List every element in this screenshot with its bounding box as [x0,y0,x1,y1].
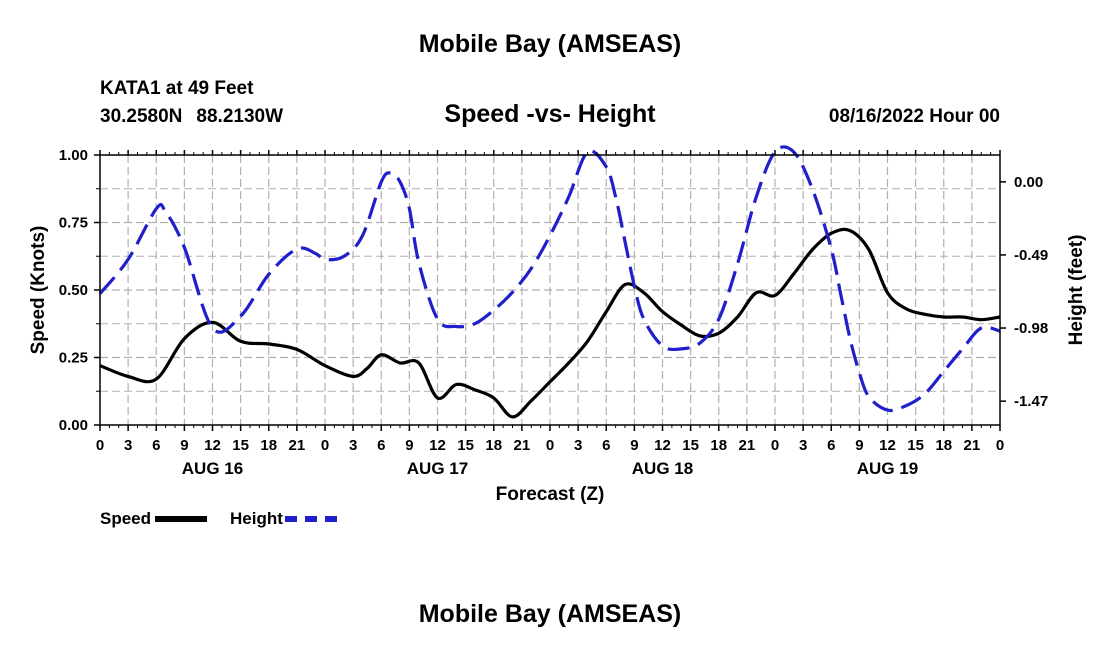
x-tick-label: 3 [124,437,132,454]
x-axis-label: Forecast (Z) [496,484,605,505]
legend-speed-swatch [155,516,208,522]
chart-subtitle: Speed -vs- Height [444,100,656,128]
x-tick-label: 3 [349,437,357,454]
coordinates: 30.2580N 88.2130W [100,106,297,128]
x-tick-label: 18 [485,437,502,454]
y2-tick-label: -0.98 [1014,320,1048,337]
x-tick-label: 9 [405,437,413,454]
y2-axis-label: Height (feet) [1066,235,1087,346]
x-tick-label: 9 [180,437,188,454]
x-tick-label: 0 [321,437,329,454]
axes: 0 3 6 9 12 15 18 21 0 3 6 9 12 15 18 21 0 3 6 9 12 15 18 21 0 3 6 9… [59,147,1048,478]
footer-title: Mobile Bay (AMSEAS) [418,600,682,628]
x-tick-label: 0 [546,437,554,454]
x-tick-label: 9 [630,437,638,454]
series-layer [98,145,1001,419]
height-series-line [98,145,1001,413]
forecast-datetime: 08/16/2022 Hour 00 [828,106,1000,127]
x-tick-label: 6 [827,437,835,454]
x-tick-label: 21 [514,437,531,454]
speed-series-line [99,227,1001,419]
x-tick-label: 12 [204,437,221,454]
x-tick-label: 21 [964,437,981,454]
day-label: AUG 18 [632,459,693,478]
x-tick-label: 18 [710,437,727,454]
day-label: AUG 16 [182,459,243,478]
day-label: AUG 19 [857,459,918,478]
x-tick-label: 12 [654,437,671,454]
x-tick-label: 9 [855,437,863,454]
x-tick-label: 12 [429,437,446,454]
x-tick-label: 0 [996,437,1004,454]
x-tick-label: 21 [739,437,756,454]
x-tick-label: 21 [289,437,306,454]
y-tick-label: 0.00 [59,417,88,434]
grid [100,155,1000,425]
y2-tick-label: -1.47 [1014,393,1048,410]
y-axis-label: Speed (Knots) [28,226,49,355]
x-tick-label: 6 [152,437,160,454]
x-tick-label: 15 [907,437,924,454]
x-tick-label: 15 [682,437,699,454]
y-tick-label: 0.25 [59,350,88,367]
legend-speed-label: Speed [100,509,152,528]
x-tick-label: 6 [602,437,610,454]
x-tick-label: 0 [771,437,779,454]
x-tick-label: 18 [260,437,277,454]
day-label: AUG 17 [407,459,468,478]
x-tick-label: 18 [935,437,952,454]
station-label: KATA1 at 49 Feet [100,78,254,99]
x-tick-label: 15 [457,437,474,454]
x-tick-label: 6 [377,437,385,454]
y-tick-label: 0.50 [59,282,88,299]
y-tick-label: 0.75 [59,215,88,232]
x-tick-label: 12 [879,437,896,454]
legend-height-label: Height [230,509,283,528]
x-tick-label: 3 [574,437,582,454]
legend-height-swatch [284,516,337,522]
x-tick-label: 0 [96,437,104,454]
y-tick-label: 1.00 [59,147,88,164]
x-tick-label: 15 [232,437,249,454]
y2-tick-label: 0.00 [1014,174,1043,191]
legend-height: Height [230,509,337,529]
x-tick-label: 3 [799,437,807,454]
longitude: 88.2130W [196,106,284,127]
latitude: 30.2580N [100,106,183,127]
y2-tick-label: -0.49 [1014,247,1048,264]
chart-title: Mobile Bay (AMSEAS) [418,30,682,58]
legend-speed: Speed [100,509,208,529]
